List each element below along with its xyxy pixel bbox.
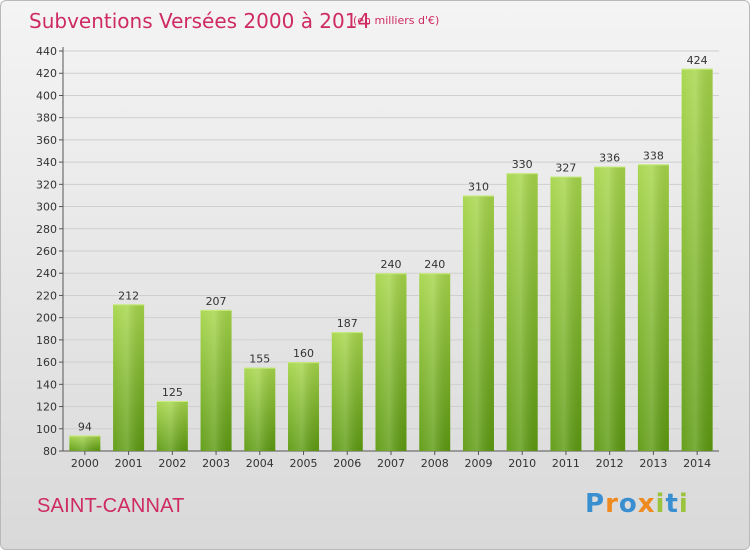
data-label: 327: [555, 162, 576, 175]
y-tick-label: 180: [36, 334, 57, 347]
data-labels: 94 212 125 207 155 160 187 240 240 310 330 327 336 33…: [78, 54, 708, 434]
x-tick-label: 2011: [552, 457, 580, 470]
data-label: 160: [293, 347, 314, 360]
x-tick-label: 2004: [246, 457, 274, 470]
x-tick-label: 2013: [639, 457, 667, 470]
y-tick-label: 360: [36, 134, 57, 147]
y-tick-label: 100: [36, 423, 57, 436]
y-tick-label: 440: [36, 45, 57, 58]
x-tick-label: 2001: [115, 457, 143, 470]
y-tick-labels: 80 100 120 140 160 180 200 220 240 260 280 300 320 34…: [36, 45, 57, 458]
y-tick-label: 240: [36, 267, 57, 280]
data-label: 155: [249, 353, 270, 366]
x-tick-label: 2009: [464, 457, 492, 470]
logo-letter: x: [637, 489, 656, 519]
y-tick-label: 320: [36, 178, 57, 191]
bar-highlight: [113, 304, 145, 451]
x-tick-label: 2005: [290, 457, 318, 470]
y-tick-label: 80: [43, 445, 57, 458]
x-tick-label: 2000: [71, 457, 99, 470]
bar-highlight: [200, 309, 232, 451]
bars: [69, 68, 713, 452]
y-tick-label: 420: [36, 67, 57, 80]
y-tick-label: 380: [36, 112, 57, 125]
bar-highlight: [594, 166, 626, 452]
x-tick-label: 2008: [421, 457, 449, 470]
logo-letter: i: [678, 489, 689, 519]
logo-letter: t: [665, 489, 679, 519]
logo-letter: o: [618, 489, 638, 519]
bar-highlight: [637, 164, 669, 452]
y-tick-label: 200: [36, 312, 57, 325]
data-label: 330: [512, 158, 533, 171]
data-label: 187: [337, 317, 358, 330]
x-tick-label: 2012: [596, 457, 624, 470]
data-label: 310: [468, 180, 489, 193]
x-tick-labels: 2000 2001 2002 2003 2004 2005 2006 2007 2008 2009…: [71, 457, 711, 470]
logo-letter: P: [585, 489, 606, 519]
bar-highlight: [69, 435, 101, 451]
y-tick-label: 260: [36, 245, 57, 258]
y-tick-label: 120: [36, 401, 57, 414]
bar-highlight: [156, 401, 188, 451]
proxiti-logo: Proxiti: [585, 489, 689, 521]
bar-highlight: [244, 367, 276, 451]
data-label: 338: [643, 149, 664, 162]
data-label: 207: [206, 295, 227, 308]
data-label: 240: [381, 258, 402, 271]
y-tick-label: 300: [36, 201, 57, 214]
bar-highlight: [550, 176, 582, 452]
data-label: 424: [687, 54, 708, 67]
data-label: 212: [118, 289, 139, 302]
y-tick-label: 220: [36, 289, 57, 302]
bar-highlight: [419, 273, 451, 451]
bar-highlight: [375, 273, 407, 451]
y-tick-label: 400: [36, 89, 57, 102]
bar-highlight: [681, 68, 713, 452]
chart-title: Subventions Versées 2000 à 2014: [29, 9, 371, 33]
x-tick-label: 2007: [377, 457, 405, 470]
y-tick-label: 140: [36, 378, 57, 391]
x-tick-label: 2002: [158, 457, 186, 470]
data-label: 336: [599, 152, 620, 165]
bar-highlight: [506, 173, 538, 451]
x-tick-label: 2010: [508, 457, 536, 470]
x-tick-label: 2003: [202, 457, 230, 470]
bar-highlight: [331, 332, 363, 451]
commune-name: SAINT-CANNAT: [37, 495, 185, 517]
chart-unit: (en milliers d'€): [353, 14, 440, 27]
logo-letter: r: [605, 489, 619, 519]
bar-highlight: [288, 362, 320, 451]
data-label: 94: [78, 420, 92, 433]
data-label: 125: [162, 386, 183, 399]
bar-highlight: [462, 195, 494, 451]
logo-letter: i: [655, 489, 666, 519]
y-tick-label: 280: [36, 223, 57, 236]
data-label: 240: [424, 258, 445, 271]
x-tick-label: 2014: [683, 457, 711, 470]
x-tick-label: 2006: [333, 457, 361, 470]
y-tick-label: 340: [36, 156, 57, 169]
y-tick-label: 160: [36, 356, 57, 369]
